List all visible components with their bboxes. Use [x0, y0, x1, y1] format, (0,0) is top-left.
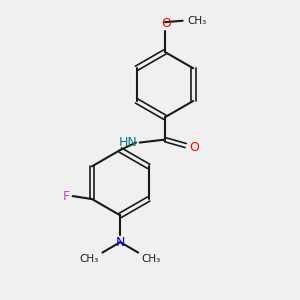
Text: F: F — [63, 190, 70, 202]
Text: CH₃: CH₃ — [80, 254, 99, 264]
Text: CH₃: CH₃ — [142, 254, 161, 264]
Text: O: O — [161, 16, 171, 30]
Text: N: N — [116, 236, 125, 249]
Text: CH₃: CH₃ — [187, 16, 206, 26]
Text: HN: HN — [118, 136, 137, 149]
Text: O: O — [189, 140, 199, 154]
